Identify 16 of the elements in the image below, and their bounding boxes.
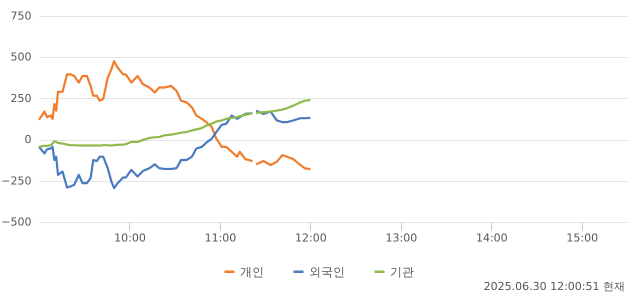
- legend-label: 개인: [240, 264, 264, 279]
- x-tick-label: 10:00: [114, 232, 146, 244]
- y-tick-label: 750: [10, 10, 32, 22]
- x-tick-label: 13:00: [385, 232, 418, 244]
- legend-label: 기관: [390, 264, 414, 279]
- legend-label: 외국인: [309, 264, 345, 279]
- y-tick-label: −250: [1, 174, 32, 188]
- x-tick-label: 15:00: [566, 232, 598, 244]
- text: 2025.06.30 12:00:51 현재: [484, 280, 625, 293]
- y-tick-label: 0: [24, 133, 32, 146]
- y-tick-label: 500: [10, 50, 32, 64]
- x-tick-label: 12:00: [295, 232, 327, 244]
- y-tick-label: 250: [10, 92, 32, 105]
- y-tick-label: −500: [1, 216, 32, 228]
- x-tick-label: 11:00: [204, 232, 236, 244]
- x-tick-label: 14:00: [476, 232, 508, 244]
